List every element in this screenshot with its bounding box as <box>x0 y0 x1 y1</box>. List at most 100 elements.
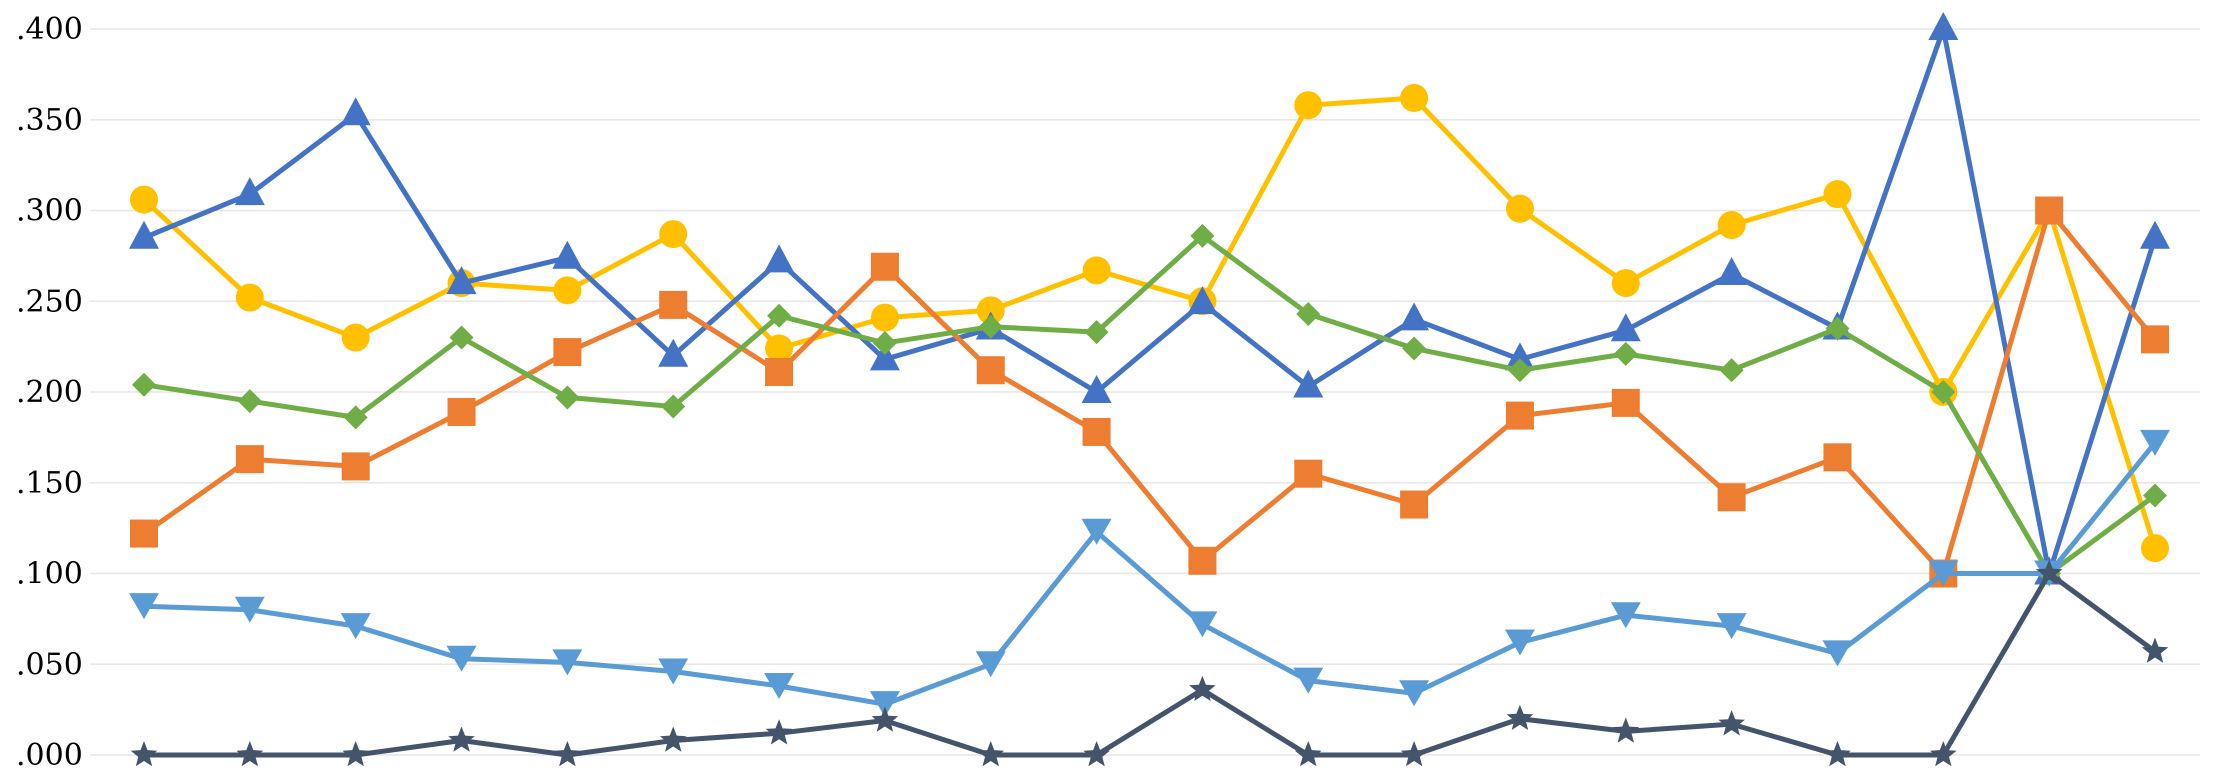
data-point-circle <box>2141 534 2169 563</box>
data-point-square <box>553 338 582 367</box>
data-point-diamond <box>978 314 1003 339</box>
data-point-diamond <box>1719 358 1744 383</box>
data-point-triangle-up <box>340 97 371 126</box>
data-point-star <box>1083 741 1110 767</box>
data-point-square <box>659 290 688 319</box>
data-point-triangle-up <box>1187 286 1218 315</box>
data-point-triangle-down <box>1399 680 1430 707</box>
y-tick-label: .250 <box>16 284 83 319</box>
data-point-star <box>1612 717 1640 743</box>
data-point-square <box>765 358 794 387</box>
data-point-square <box>2141 325 2169 354</box>
data-point-diamond <box>1402 336 1427 361</box>
data-point-triangle-down <box>658 658 689 685</box>
data-point-square <box>1823 443 1852 472</box>
data-point-square <box>976 356 1005 385</box>
data-point-circle <box>130 185 158 214</box>
data-point-diamond <box>343 405 368 430</box>
data-point-triangle-down <box>1081 518 1112 545</box>
data-point-star <box>2141 637 2169 663</box>
data-point-triangle-down <box>129 593 159 620</box>
data-point-square <box>341 452 370 481</box>
y-tick-label: .100 <box>16 557 83 592</box>
data-point-star <box>1506 704 1534 730</box>
data-point-triangle-up <box>2140 220 2170 249</box>
data-point-star <box>1824 741 1851 767</box>
series-line <box>141 233 2158 576</box>
data-point-star <box>342 741 369 767</box>
gridlines <box>90 28 2200 756</box>
data-point-circle <box>1294 91 1323 120</box>
data-point-triangle-up <box>1716 257 1747 286</box>
data-point-star <box>1718 710 1745 736</box>
data-point-triangle-down <box>764 673 795 700</box>
data-point-square <box>447 397 476 426</box>
data-point-circle <box>659 220 688 249</box>
data-point-circle <box>1717 211 1746 240</box>
data-point-star <box>1189 675 1216 701</box>
data-point-diamond <box>1613 341 1638 366</box>
data-point-triangle-down <box>234 596 265 623</box>
data-point-star <box>1294 741 1322 767</box>
data-point-triangle-down <box>1293 667 1324 694</box>
data-point-triangle-up <box>1293 369 1324 398</box>
data-point-triangle-down <box>1928 560 1959 587</box>
data-point-square <box>235 445 264 474</box>
data-point-triangle-up <box>552 240 583 269</box>
y-tick-label: .300 <box>16 194 83 229</box>
data-point-triangle-down <box>1187 611 1218 638</box>
data-point-triangle-up <box>658 338 689 367</box>
data-point-star <box>130 741 158 767</box>
data-point-triangle-down <box>2140 429 2170 456</box>
data-point-triangle-up <box>764 244 795 273</box>
data-point-diamond <box>767 303 792 328</box>
data-point-circle <box>341 323 370 352</box>
data-point-square <box>130 519 158 548</box>
data-point-square <box>1505 401 1534 430</box>
data-point-triangle-down <box>975 651 1006 678</box>
data-point-star <box>765 719 793 745</box>
y-axis-tick-labels: .000 .050 .100 .150 .200 .250 .300 .350 .400 <box>16 12 83 773</box>
data-point-square <box>2035 196 2064 225</box>
data-point-circle <box>1400 83 1429 112</box>
y-tick-label: .050 <box>16 647 83 682</box>
data-point-diamond <box>1825 316 1850 341</box>
data-point-square <box>1294 459 1323 488</box>
data-point-star <box>977 741 1005 767</box>
data-point-diamond <box>237 389 262 414</box>
data-point-diamond <box>2143 483 2167 508</box>
data-point-triangle-down <box>446 645 477 672</box>
series-square <box>130 196 2169 588</box>
data-point-circle <box>1823 180 1852 209</box>
y-tick-label: .200 <box>16 375 83 410</box>
data-point-triangle-up <box>1081 375 1112 403</box>
y-tick-label: .000 <box>16 738 83 773</box>
data-point-diamond <box>872 330 897 355</box>
data-point-circle <box>235 283 264 312</box>
series-line <box>141 208 2158 576</box>
data-point-circle <box>553 276 582 305</box>
data-point-triangle-up <box>1504 342 1535 371</box>
data-point-star <box>1930 741 1957 767</box>
data-point-triangle-up <box>234 177 265 206</box>
data-point-triangle-down <box>1716 613 1747 640</box>
y-tick-label: .400 <box>16 12 83 47</box>
data-point-diamond <box>1931 380 1956 404</box>
data-point-square <box>1717 483 1746 512</box>
data-point-triangle-down <box>1504 629 1535 656</box>
data-point-square <box>1611 388 1640 417</box>
data-point-star <box>1400 741 1428 767</box>
data-point-diamond <box>661 394 686 419</box>
data-point-triangle-up <box>446 266 477 295</box>
data-point-star <box>236 741 264 767</box>
y-tick-label: .150 <box>16 466 83 501</box>
data-point-diamond <box>449 325 474 350</box>
data-point-square <box>1188 546 1217 575</box>
data-point-square <box>1400 490 1429 519</box>
data-point-circle <box>1505 194 1534 223</box>
data-point-diamond <box>1296 301 1321 326</box>
series-diamond <box>132 223 2167 586</box>
data-point-triangle-up <box>1610 313 1641 342</box>
data-point-diamond <box>132 372 156 397</box>
